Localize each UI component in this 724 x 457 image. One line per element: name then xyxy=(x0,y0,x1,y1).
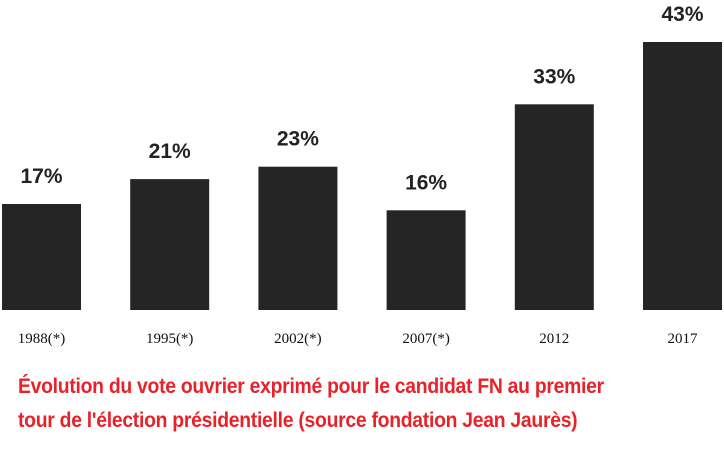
bar-2017 xyxy=(643,42,722,310)
value-label: 33% xyxy=(533,65,575,88)
bar-2002(*) xyxy=(258,166,338,310)
bar-2007(*) xyxy=(386,210,466,310)
category-label: 2007(*) xyxy=(402,331,450,347)
caption-line-1: Évolution du vote ouvrier exprimé pour l… xyxy=(18,374,604,398)
value-label: 21% xyxy=(149,140,191,163)
bar-chart: 17% 1988(*) 21% 1995(*) 23% 2002(*) 16% 2007(*)… xyxy=(2,3,722,347)
category-label: 2002(*) xyxy=(274,331,322,347)
category-label: 2012 xyxy=(539,331,569,347)
category-label: 1988(*) xyxy=(18,331,66,347)
bar-1988(*) xyxy=(2,204,81,310)
chart-caption: Évolution du vote ouvrier exprimé pour l… xyxy=(18,369,648,437)
category-label: 2017 xyxy=(668,331,699,347)
bar-1995(*) xyxy=(130,179,210,310)
caption-line-2: tour de l'élection présidentielle (sourc… xyxy=(18,408,578,432)
value-label: 23% xyxy=(277,128,319,151)
bar-2012 xyxy=(514,104,594,310)
value-label: 43% xyxy=(661,3,703,26)
value-label: 17% xyxy=(20,165,62,188)
category-label: 1995(*) xyxy=(146,331,194,347)
value-label: 16% xyxy=(405,171,447,194)
